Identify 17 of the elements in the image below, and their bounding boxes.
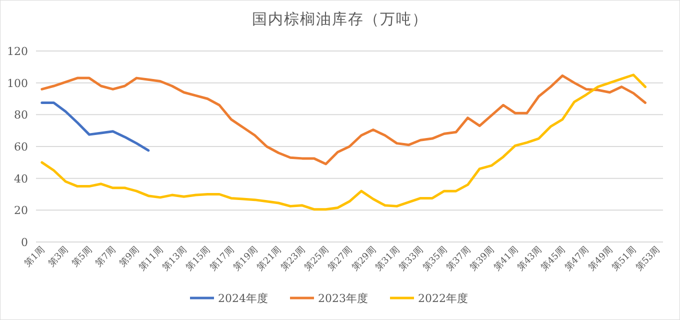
y-tick-label: 80 — [14, 108, 28, 122]
line-series — [40, 74, 647, 211]
x-tick-label: 第3周 — [46, 244, 71, 269]
line-series — [40, 101, 150, 152]
line-series — [40, 74, 647, 166]
legend-label: 2024年度 — [218, 292, 268, 305]
x-tick-label: 第7周 — [93, 244, 118, 269]
legend-label: 2023年度 — [318, 292, 368, 305]
y-tick-label: 40 — [14, 172, 28, 186]
y-tick-label: 0 — [21, 236, 28, 249]
x-tick-label: 第5周 — [70, 244, 94, 269]
legend-label: 2022年度 — [418, 292, 468, 305]
y-tick-label: 60 — [14, 140, 28, 154]
y-tick-label: 120 — [7, 45, 28, 58]
y-tick-label: 20 — [14, 204, 28, 218]
chart-title: 国内棕榈油库存（万吨） — [252, 10, 428, 28]
y-tick-label: 100 — [7, 76, 28, 90]
